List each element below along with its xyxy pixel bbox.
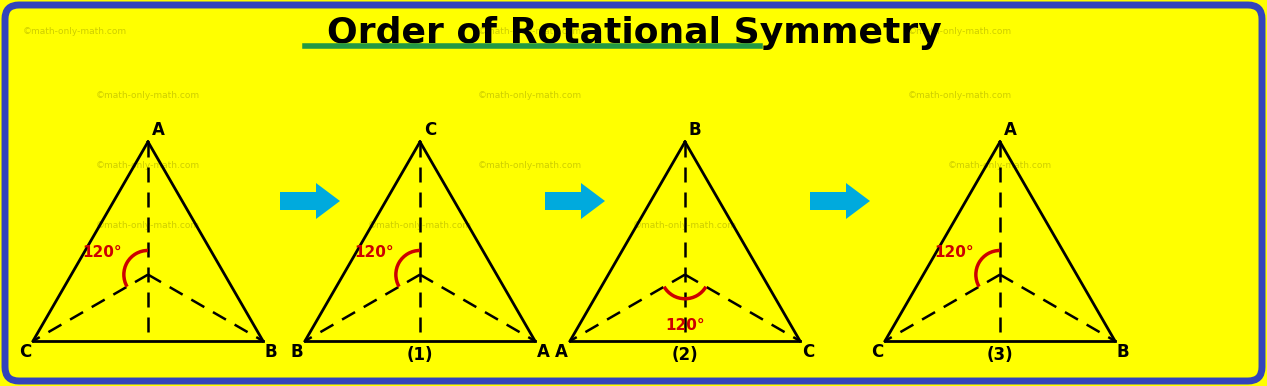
- Text: A: A: [555, 343, 568, 361]
- Polygon shape: [846, 183, 870, 219]
- Text: ©math-only-math.com: ©math-only-math.com: [948, 161, 1052, 171]
- Text: ©math-only-math.com: ©math-only-math.com: [96, 222, 200, 230]
- Text: B: B: [689, 121, 702, 139]
- Text: ©math-only-math.com: ©math-only-math.com: [96, 91, 200, 100]
- FancyBboxPatch shape: [5, 5, 1262, 381]
- Text: 120°: 120°: [665, 318, 704, 333]
- Text: C: C: [424, 121, 436, 139]
- Polygon shape: [280, 192, 315, 210]
- Text: ©math-only-math.com: ©math-only-math.com: [634, 222, 737, 230]
- Polygon shape: [545, 192, 582, 210]
- Text: B: B: [1117, 343, 1130, 361]
- Text: ©math-only-math.com: ©math-only-math.com: [367, 222, 473, 230]
- Text: ©math-only-math.com: ©math-only-math.com: [908, 91, 1012, 100]
- Text: 120°: 120°: [82, 245, 122, 261]
- Text: ©math-only-math.com: ©math-only-math.com: [478, 91, 582, 100]
- Text: Order of Rotational Symmetry: Order of Rotational Symmetry: [327, 16, 941, 50]
- Text: ©math-only-math.com: ©math-only-math.com: [478, 27, 582, 36]
- Text: B: B: [290, 343, 303, 361]
- Text: C: C: [802, 343, 815, 361]
- Text: 120°: 120°: [355, 245, 394, 261]
- Text: (3): (3): [987, 346, 1014, 364]
- Text: A: A: [152, 121, 165, 139]
- Text: (1): (1): [407, 346, 433, 364]
- Text: 120°: 120°: [934, 245, 974, 261]
- Text: ©math-only-math.com: ©math-only-math.com: [23, 27, 127, 36]
- Text: (2): (2): [672, 346, 698, 364]
- Text: B: B: [265, 343, 277, 361]
- Polygon shape: [315, 183, 340, 219]
- Text: ©math-only-math.com: ©math-only-math.com: [908, 27, 1012, 36]
- Text: ©math-only-math.com: ©math-only-math.com: [478, 161, 582, 171]
- Text: C: C: [19, 343, 30, 361]
- Polygon shape: [582, 183, 606, 219]
- Text: ©math-only-math.com: ©math-only-math.com: [96, 161, 200, 171]
- Text: A: A: [537, 343, 550, 361]
- Text: C: C: [870, 343, 883, 361]
- Polygon shape: [810, 192, 846, 210]
- Text: A: A: [1003, 121, 1017, 139]
